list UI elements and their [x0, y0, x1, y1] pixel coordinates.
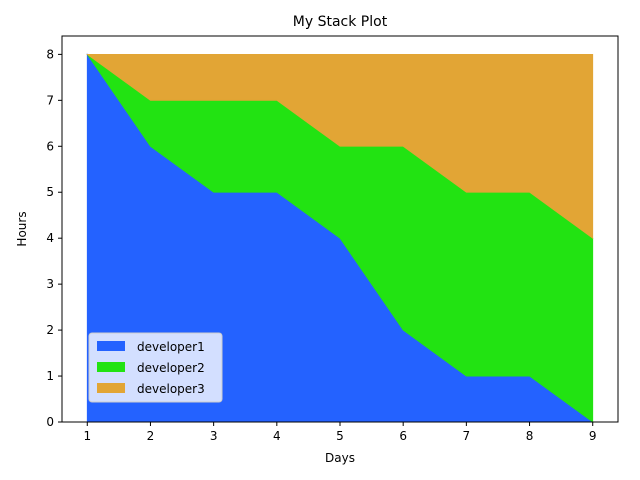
x-axis-label: Days [325, 451, 355, 465]
x-tick-label: 2 [147, 429, 155, 443]
legend-swatch-developer2 [97, 362, 125, 372]
legend-label-developer1: developer1 [137, 340, 205, 354]
area-layers [86, 53, 594, 423]
y-tick-label: 8 [46, 47, 54, 61]
x-tick-label: 7 [463, 429, 471, 443]
x-tick-label: 8 [526, 429, 534, 443]
legend-label-developer3: developer3 [137, 382, 205, 396]
y-axis-label: Hours [15, 211, 29, 246]
legend-swatch-developer3 [97, 383, 125, 393]
y-tick-label: 6 [46, 139, 54, 153]
x-tick-label: 3 [210, 429, 218, 443]
y-tick-label: 7 [46, 93, 54, 107]
y-tick-label: 2 [46, 323, 54, 337]
legend-swatch-developer1 [97, 341, 125, 351]
legend: developer1 developer2 developer3 [88, 332, 223, 403]
legend-label-developer2: developer2 [137, 361, 205, 375]
x-axis-ticks: 1 2 3 4 5 6 7 8 9 [83, 422, 597, 443]
x-tick-label: 6 [399, 429, 407, 443]
x-tick-label: 4 [273, 429, 281, 443]
y-tick-label: 4 [46, 231, 54, 245]
area-developer3 [86, 53, 594, 239]
x-tick-label: 5 [336, 429, 344, 443]
y-axis-ticks: 0 1 2 3 4 5 6 7 8 [46, 47, 62, 429]
y-tick-label: 1 [46, 369, 54, 383]
x-tick-label: 9 [589, 429, 597, 443]
y-tick-label: 0 [46, 415, 54, 429]
x-tick-label: 1 [83, 429, 91, 443]
chart-title: My Stack Plot [293, 14, 388, 30]
y-tick-label: 3 [46, 277, 54, 291]
y-tick-label: 5 [46, 185, 54, 199]
